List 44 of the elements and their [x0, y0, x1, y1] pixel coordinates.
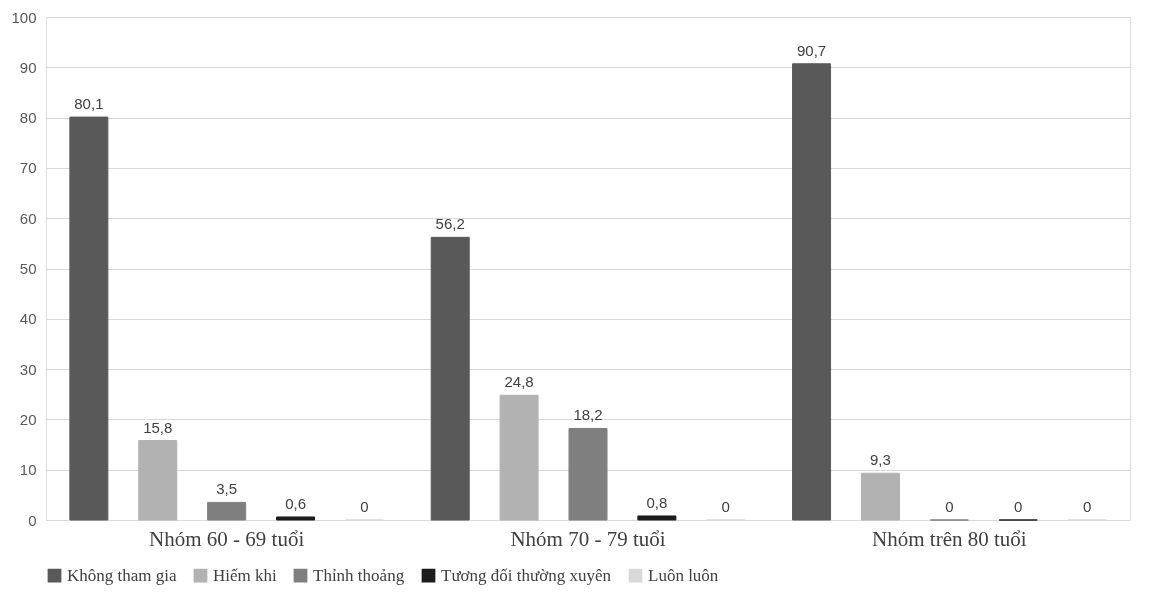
legend-label: Không tham gia — [67, 565, 177, 585]
y-tick-label: 40 — [19, 310, 37, 328]
bar — [430, 236, 470, 521]
y-tick-label: 90 — [19, 58, 37, 76]
y-tick-label: 50 — [19, 260, 37, 277]
x-tick-label: Nhóm trên 80 tuổi — [872, 526, 1027, 551]
data-label: 15,8 — [143, 418, 173, 436]
data-label: 0 — [1014, 498, 1023, 515]
y-tick-label: 60 — [19, 209, 37, 227]
y-tick-label: 0 — [28, 511, 37, 529]
bar — [207, 501, 247, 521]
x-tick-label: Nhóm 60 - 69 tuổi — [149, 526, 305, 551]
legend-label: Hiếm khi — [213, 565, 278, 585]
y-tick-label: 100 — [11, 8, 37, 26]
data-label: 90,7 — [796, 41, 827, 59]
data-label: 0 — [721, 498, 730, 515]
bar — [499, 394, 539, 521]
data-label: 0,8 — [646, 493, 668, 511]
bar — [860, 472, 900, 521]
bar — [276, 516, 316, 521]
bar — [138, 440, 178, 521]
bar — [69, 116, 109, 521]
data-label: 18,2 — [573, 406, 603, 424]
data-label: 0 — [360, 498, 369, 515]
data-label: 0 — [1082, 498, 1092, 515]
data-label: 0,6 — [285, 494, 306, 512]
legend-label: Tương đối thường xuyên — [441, 565, 612, 585]
legend-label: Thỉnh thoảng — [313, 565, 405, 585]
legend-label: Luôn luôn — [648, 565, 719, 585]
bar — [637, 515, 677, 521]
data-label: 56,2 — [435, 215, 465, 233]
data-label: 0 — [945, 498, 954, 515]
x-tick-label: Nhóm 70 - 79 tuổi — [510, 526, 666, 551]
data-label: 9,3 — [870, 451, 891, 469]
y-tick-label: 30 — [19, 360, 37, 378]
bar — [568, 427, 608, 521]
data-label: 24,8 — [504, 373, 534, 391]
y-tick-label: 70 — [19, 159, 37, 177]
y-tick-label: 10 — [19, 461, 37, 479]
bar — [792, 63, 832, 521]
y-tick-label: 80 — [19, 109, 37, 127]
data-label: 3,5 — [216, 480, 238, 498]
y-tick-label: 20 — [19, 410, 37, 428]
data-label: 80,1 — [74, 95, 104, 113]
